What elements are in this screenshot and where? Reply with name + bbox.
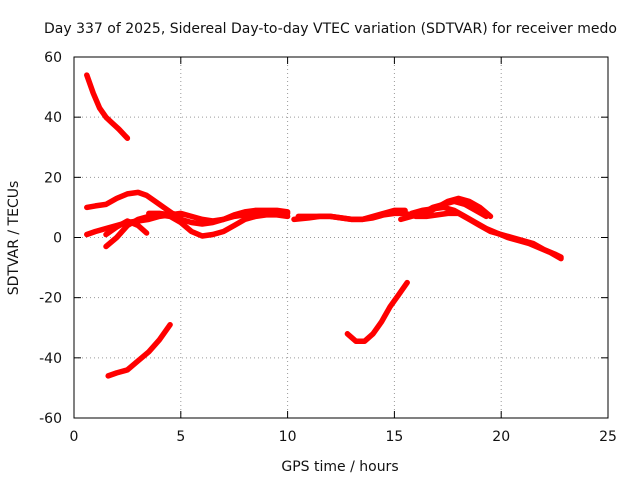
series-line-trace-12 bbox=[105, 321, 173, 379]
y-tick-label: -40 bbox=[39, 351, 62, 367]
x-tick-label: 25 bbox=[599, 429, 617, 445]
chart-title: Day 337 of 2025, Sidereal Day-to-day VTE… bbox=[44, 21, 617, 37]
y-tick-label: -20 bbox=[39, 291, 62, 307]
grid bbox=[74, 57, 608, 418]
x-tick-label: 15 bbox=[385, 429, 403, 445]
y-tick-label: 0 bbox=[53, 231, 62, 247]
series-line-trace-4 bbox=[103, 218, 150, 238]
y-tick-label: -60 bbox=[39, 411, 62, 427]
series-line-trace-13 bbox=[344, 279, 410, 345]
axis-ticks: 0 5 10 15 20 25 -60 -40 -20 0 20 40 60 bbox=[39, 50, 617, 445]
series-line-trace-5 bbox=[103, 212, 291, 250]
series-line-trace-1 bbox=[84, 72, 131, 141]
x-axis-label: GPS time / hours bbox=[281, 459, 398, 475]
y-axis-label: SDTVAR / TECUs bbox=[6, 181, 22, 296]
y-tick-label: 40 bbox=[44, 110, 62, 126]
x-tick-label: 0 bbox=[70, 429, 79, 445]
x-tick-label: 5 bbox=[176, 429, 185, 445]
series-line-trace-2 bbox=[84, 189, 184, 220]
x-tick-label: 20 bbox=[492, 429, 510, 445]
series-line-trace-11 bbox=[423, 195, 494, 220]
y-tick-label: 20 bbox=[44, 170, 62, 186]
series-line-trace-8 bbox=[291, 207, 408, 223]
data-series bbox=[84, 72, 564, 379]
x-tick-label: 10 bbox=[279, 429, 297, 445]
series-line-trace-6 bbox=[146, 207, 291, 227]
y-tick-label: 60 bbox=[44, 50, 62, 66]
